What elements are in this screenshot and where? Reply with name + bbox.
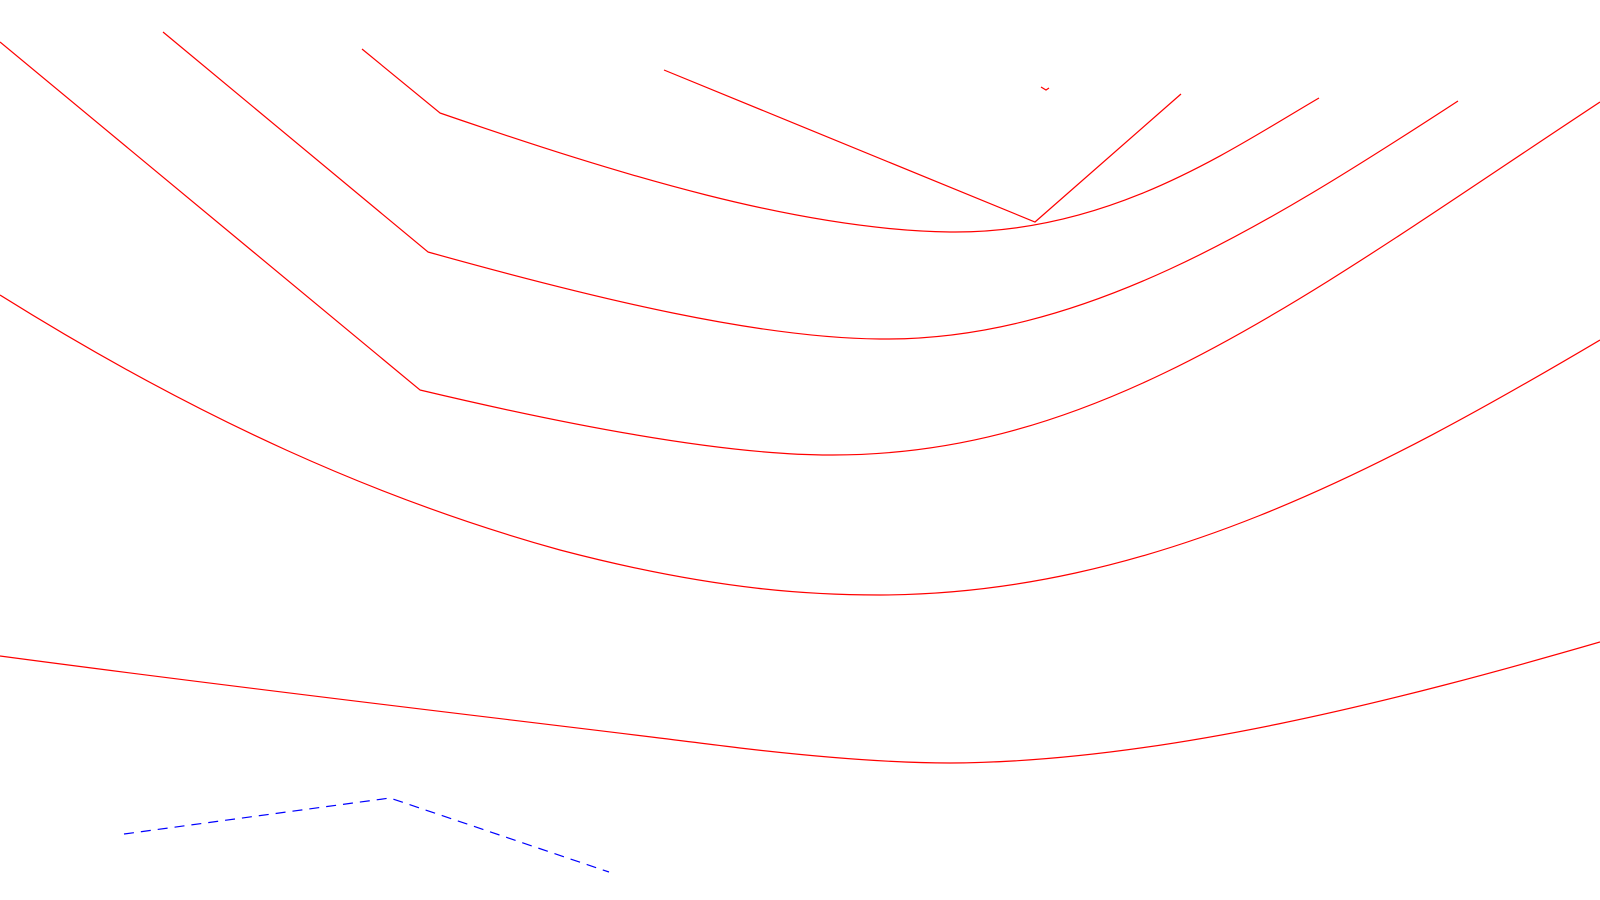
contour-group	[0, 31, 1600, 764]
contour-line-2	[162, 31, 1459, 340]
contour-line-5	[0, 641, 1600, 764]
contour-line-v-shape	[663, 69, 1182, 223]
dashed-boundary-line	[123, 797, 610, 873]
contour-line-3	[0, 41, 1600, 456]
contour-line-4	[0, 294, 1600, 596]
contour-line-1	[361, 48, 1320, 233]
small-tick-mark	[1040, 86, 1050, 91]
